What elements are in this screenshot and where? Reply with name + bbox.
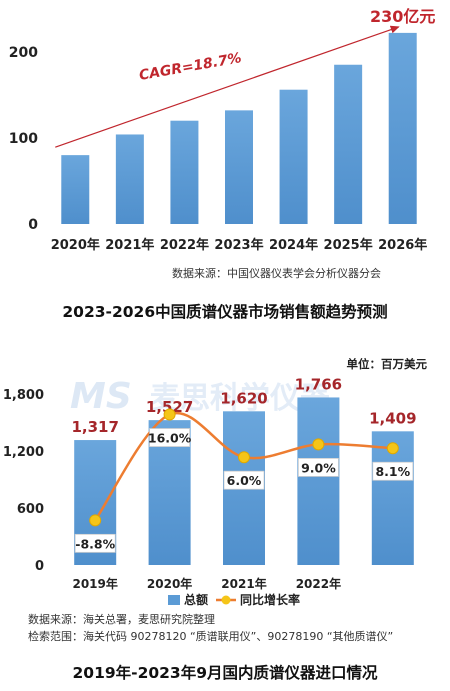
chart1-xtick-label: 2023年 [214,237,263,253]
chart1-bar [170,120,199,224]
chart2-bar-value-label: 1,409 [369,409,416,427]
chart1-xtick-label: 2022年 [160,237,209,253]
chart2-source-line-1: 数据来源：海关总署，麦思研究院整理 [28,613,215,626]
chart1-bar [279,89,308,224]
chart1-ytick-label: 200 [9,45,38,61]
chart2-ytick-label: 1,200 [3,445,44,460]
chart2-growth-marker [89,514,102,527]
chart2-unit: 单位：百万美元 [347,357,428,371]
chart2-growth-marker [312,438,325,451]
chart2-growth-marker [163,408,176,421]
chart2-legend-bar-label: 总额 [184,592,208,607]
chart1-ytick-label: 0 [28,217,38,233]
import-chart: MS 麦思科学仪器单位：百万美元06001,2001,8001,3172019年1… [3,357,428,607]
chart2-ytick-label: 1,800 [3,388,44,403]
chart2-rate-label: 8.1% [375,464,410,479]
chart2-xtick-label: 2021年 [221,576,266,591]
chart1-bar [334,64,363,224]
chart2-legend-line-label: 同比增长率 [240,592,300,607]
chart2-growth-marker [238,451,250,464]
chart2-rate-label: 9.0% [301,460,336,475]
chart2-rate-label: 16.0% [148,431,192,446]
chart2-growth-marker [386,442,399,455]
market-forecast-chart: 0 100 200 2020年 2021年 2022年 2023年 2024年 2025年 202… [9,7,436,253]
chart2-rate-label-box [223,470,265,490]
chart2-rate-label-box [372,461,414,481]
chart2-ytick-label: 0 [35,559,44,574]
chart1-xtick-label: 2026年 [378,237,427,253]
chart2-bar-value-label: 1,766 [295,375,342,393]
chart2-bar-value-label: 1,527 [146,398,193,416]
chart2-rate-label-box [149,428,191,447]
chart2-legend-bar-swatch [168,595,180,605]
chart2-legend-marker-swatch [221,595,231,605]
chart2-ytick-label: 600 [17,502,44,517]
chart2-xtick-label: 2019年 [72,576,117,591]
chart2-source-line-2: 检索范围：海关代码 90278120 “质谱联用仪”、90278190 “其他质… [28,630,394,643]
chart1-xtick-label: 2024年 [269,237,318,253]
chart1-xtick-label: 2021年 [105,237,154,253]
chart1-ytick-label: 100 [9,131,38,147]
chart1-growth-arrow [55,25,400,148]
chart1-title: 2023-2026中国质谱仪器市场销售额趋势预测 [62,303,388,321]
chart1-bar [115,134,144,224]
chart1-xtick-label: 2025年 [324,237,373,253]
chart2-watermark-logo: MS [70,376,132,417]
chart1-bar [388,32,417,224]
chart2-xtick-label: 2020年 [147,576,192,591]
chart2-bar [297,397,340,565]
chart2-rate-label: 6.0% [227,473,262,488]
chart1-bar [61,155,90,224]
chart2-growth-line [94,411,393,522]
chart2-rate-label-box [74,533,116,553]
chart1-xtick-label: 2020年 [51,237,100,253]
chart2-xtick-label: 2022年 [296,576,341,591]
chart1-cagr-label: CAGR=18.7% [138,50,243,84]
chart1-bar [225,110,253,224]
chart2-rate-label-box [297,457,339,477]
chart1-source: 数据来源：中国仪器仪表学会分析仪器分会 [172,267,381,280]
chart2-bar-value-label: 1,620 [220,389,267,407]
chart2-title: 2019年-2023年9月国内质谱仪器进口情况 [72,664,378,682]
chart2-rate-label: -8.8% [75,536,115,551]
chart2-bar-value-label: 1,317 [71,418,118,436]
chart1-end-value-label: 230亿元 [370,7,435,26]
